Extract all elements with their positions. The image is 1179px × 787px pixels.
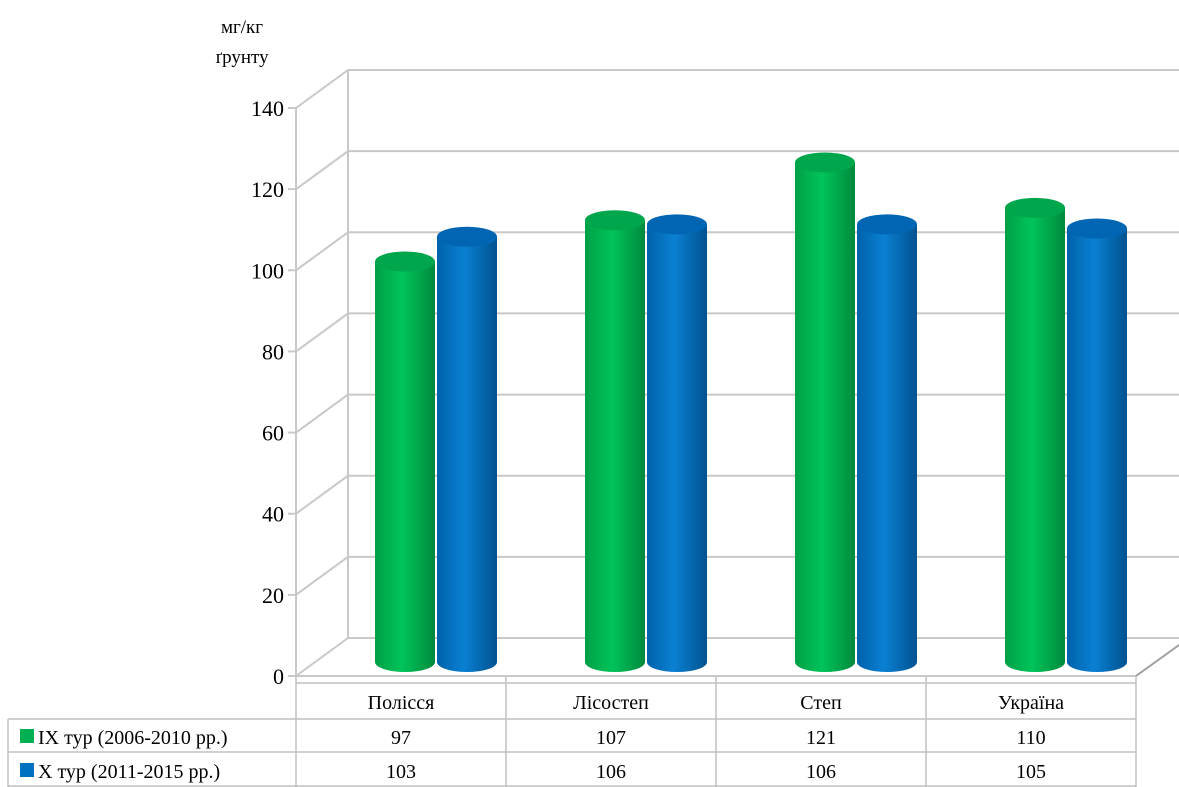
table-value: 97 xyxy=(391,727,411,749)
gridline-side xyxy=(295,69,349,109)
y-tick-label: 40 xyxy=(262,502,284,527)
bar-x-0 xyxy=(437,226,497,672)
bar-body xyxy=(1005,207,1065,672)
data-table: Полісся Лісостеп Степ Україна ІХ тур (2006-2… xyxy=(7,676,1137,787)
bar-body xyxy=(375,261,435,672)
category-label: Полісся xyxy=(368,692,435,714)
y-tick-label: 20 xyxy=(262,583,284,608)
table-value: 103 xyxy=(386,761,416,783)
bar-body xyxy=(795,162,855,672)
legend-entry: Х тур (2011-2015 рр.) xyxy=(38,761,220,783)
gridline-side xyxy=(295,393,349,434)
bar-cap xyxy=(647,214,707,235)
bar-body xyxy=(857,224,917,672)
bar-ix-1 xyxy=(585,210,645,672)
table-value: 106 xyxy=(806,761,836,783)
gridline-side xyxy=(295,231,349,272)
bar-ix-2 xyxy=(795,152,855,672)
gridline-side xyxy=(295,150,349,190)
y-tick-label: 80 xyxy=(262,339,284,364)
bar-ix-0 xyxy=(375,251,435,672)
y-tick-label: 120 xyxy=(251,177,284,202)
legend-swatch xyxy=(20,763,34,777)
bar-body xyxy=(1067,228,1127,672)
y-axis-unit-line2: ґрунту xyxy=(215,47,269,68)
bar-body xyxy=(647,224,707,672)
category-label: Степ xyxy=(800,692,842,714)
gridline-side xyxy=(295,474,349,515)
table-value: 121 xyxy=(806,727,836,749)
bar-cap xyxy=(1067,218,1127,239)
table-value: 107 xyxy=(596,727,626,749)
bar-x-2 xyxy=(857,214,917,672)
floor-right-edge xyxy=(1135,644,1179,677)
bars-layer xyxy=(375,152,1127,672)
table-value: 110 xyxy=(1016,727,1045,749)
y-tick-label: 60 xyxy=(262,421,284,446)
table-value: 105 xyxy=(1016,761,1046,783)
bar-cap xyxy=(375,251,435,272)
bar-cap xyxy=(437,226,497,247)
bar-body xyxy=(437,236,497,672)
legend-entry: ІХ тур (2006-2010 рр.) xyxy=(38,727,228,749)
bar-cap xyxy=(857,214,917,235)
gridline-side xyxy=(295,556,349,596)
bar-x-1 xyxy=(647,214,707,672)
y-tick-labels: 0 20 40 60 80 100 120 140 xyxy=(251,96,284,689)
category-label: Лісостеп xyxy=(573,692,649,714)
y-tick-label: 100 xyxy=(251,258,284,283)
bar-body xyxy=(585,220,645,672)
legend-swatch xyxy=(20,729,34,743)
bar-cap xyxy=(585,210,645,231)
y-tick-label: 140 xyxy=(251,96,284,121)
y-tick-label: 0 xyxy=(273,664,284,689)
gridline-side xyxy=(295,312,349,353)
category-label: Україна xyxy=(998,692,1064,714)
bar-cap xyxy=(795,152,855,173)
bar-ix-3 xyxy=(1005,197,1065,672)
table-value: 106 xyxy=(596,761,626,783)
y-axis-unit-line1: мг/кг xyxy=(221,17,263,38)
gridline-side xyxy=(295,637,349,677)
bar-x-3 xyxy=(1067,218,1127,672)
bar-cap xyxy=(1005,197,1065,218)
